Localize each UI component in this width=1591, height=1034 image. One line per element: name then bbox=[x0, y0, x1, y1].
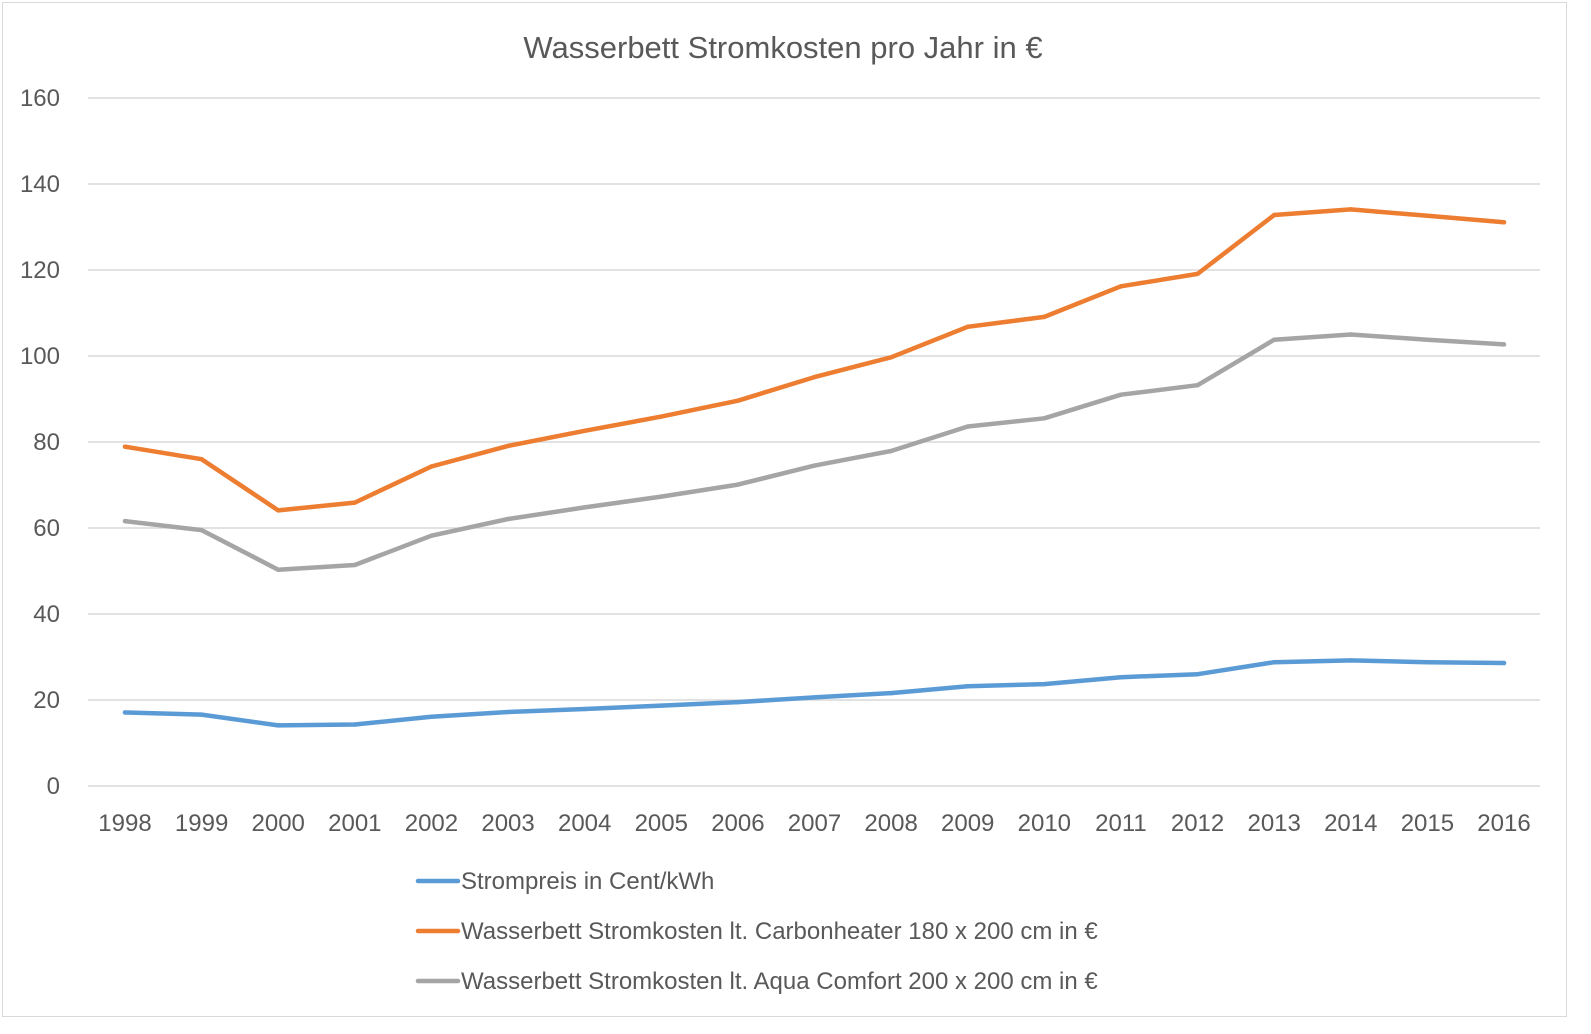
series-3-point bbox=[352, 562, 358, 568]
x-tick-label: 1998 bbox=[98, 810, 151, 837]
series-1-point bbox=[812, 695, 817, 700]
x-tick-label: 2009 bbox=[941, 810, 994, 837]
gridlines bbox=[88, 97, 1540, 787]
chart-title: Wasserbett Stromkosten pro Jahr in € bbox=[523, 30, 1042, 65]
series-2-point bbox=[1042, 314, 1047, 320]
series-2-point bbox=[1348, 207, 1353, 212]
series-3-point bbox=[276, 567, 281, 572]
legend-label-3: Wasserbett Stromkosten lt. Aqua Comfort … bbox=[461, 968, 1098, 995]
x-tick-label: 2010 bbox=[1018, 810, 1071, 837]
x-tick-label: 1999 bbox=[175, 810, 228, 837]
y-tick-label: 160 bbox=[20, 85, 60, 112]
chart-frame bbox=[2, 2, 1567, 1017]
series-line-3 bbox=[122, 332, 1507, 572]
y-tick-label: 100 bbox=[20, 343, 60, 370]
legend-label-1: Strompreis in Cent/kWh bbox=[461, 868, 714, 895]
x-tick-label: 2006 bbox=[711, 810, 764, 837]
x-tick-label: 2008 bbox=[864, 810, 917, 837]
series-1-point bbox=[1042, 681, 1047, 687]
x-tick-label: 2001 bbox=[328, 810, 381, 837]
y-tick-label: 20 bbox=[33, 687, 60, 714]
series-2-point bbox=[276, 508, 281, 513]
legend: Strompreis in Cent/kWh Wasserbett Stromko… bbox=[415, 868, 1098, 995]
series-1-point bbox=[199, 712, 204, 717]
x-tick-label: 2007 bbox=[788, 810, 841, 837]
series-1-point bbox=[429, 714, 434, 719]
series-3-point bbox=[659, 494, 664, 499]
series-3-point bbox=[965, 424, 970, 429]
series-3-point bbox=[122, 518, 128, 524]
series-1-point bbox=[122, 710, 128, 715]
series-1-point bbox=[659, 703, 664, 708]
series-3-point bbox=[1195, 383, 1200, 388]
series-2-point bbox=[659, 414, 664, 419]
x-tick-label: 2015 bbox=[1401, 810, 1454, 837]
x-tick-label: 2012 bbox=[1171, 810, 1224, 837]
series-1-point bbox=[1271, 659, 1277, 665]
x-tick-label: 2005 bbox=[635, 810, 688, 837]
series-1-point bbox=[1195, 672, 1200, 677]
series-2-point bbox=[352, 500, 358, 505]
x-tick-label: 2014 bbox=[1324, 810, 1377, 837]
y-tick-label: 60 bbox=[33, 515, 60, 542]
series-2-point bbox=[505, 443, 511, 449]
series-3-point bbox=[582, 505, 587, 510]
x-tick-label: 2013 bbox=[1247, 810, 1300, 837]
series-3-point bbox=[1118, 392, 1124, 397]
series-2-point bbox=[1425, 213, 1430, 219]
series-1-point bbox=[1118, 675, 1124, 680]
series-2-point bbox=[1118, 284, 1124, 289]
series-2-point bbox=[582, 428, 587, 434]
series-3-point bbox=[199, 527, 204, 533]
series-2-point bbox=[429, 464, 434, 469]
y-tick-label: 120 bbox=[20, 257, 60, 284]
series-3-point bbox=[429, 533, 434, 538]
x-tick-label: 2011 bbox=[1095, 810, 1147, 837]
series-3-point bbox=[1425, 337, 1430, 342]
series-1-point bbox=[1501, 660, 1507, 666]
y-tick-label: 140 bbox=[20, 171, 60, 198]
y-tick-label: 0 bbox=[47, 773, 60, 800]
x-tick-label: 2003 bbox=[481, 810, 534, 837]
series-1-point bbox=[1425, 659, 1430, 665]
series-1-point bbox=[888, 690, 894, 696]
series-3-point bbox=[505, 516, 511, 522]
series-2-point bbox=[1271, 212, 1277, 218]
series-2-point bbox=[1195, 271, 1200, 277]
series-2-point bbox=[122, 444, 128, 449]
series-1-point bbox=[276, 723, 281, 728]
series-2-point bbox=[1501, 220, 1507, 225]
x-tick-label: 2016 bbox=[1477, 810, 1530, 837]
x-axis-tick-labels: 1998 1999 2000 2001 2002 2003 2004 2005 2006 2007… bbox=[98, 810, 1530, 837]
series-2-point bbox=[965, 324, 970, 329]
x-tick-label: 2000 bbox=[252, 810, 305, 837]
series-2-point bbox=[812, 374, 817, 380]
series-line-1 bbox=[122, 658, 1507, 728]
series-3-point bbox=[1042, 416, 1047, 421]
series-3-point bbox=[735, 482, 741, 487]
series-3-point bbox=[812, 463, 817, 468]
x-tick-label: 2002 bbox=[405, 810, 458, 837]
series-3-point bbox=[1501, 342, 1507, 347]
series-3-point bbox=[1271, 337, 1277, 342]
legend-label-2: Wasserbett Stromkosten lt. Carbonheater … bbox=[461, 918, 1098, 945]
x-tick-label: 2004 bbox=[558, 810, 611, 837]
series-1-point bbox=[352, 722, 358, 727]
series-3-point bbox=[888, 448, 894, 454]
y-tick-label: 80 bbox=[33, 429, 60, 456]
series-1-point bbox=[505, 709, 511, 715]
series-2-point bbox=[199, 457, 204, 462]
series-lines bbox=[122, 207, 1507, 728]
y-tick-label: 40 bbox=[33, 601, 60, 628]
series-2-point bbox=[735, 398, 741, 403]
series-1-point bbox=[1348, 658, 1353, 663]
series-2-point bbox=[888, 355, 894, 360]
series-1-point bbox=[965, 684, 970, 689]
series-3-point bbox=[1348, 332, 1353, 337]
y-axis-tick-labels: 0 20 40 60 80 100 120 140 160 bbox=[20, 85, 60, 800]
series-1-point bbox=[582, 706, 587, 712]
series-1-point bbox=[735, 699, 741, 705]
